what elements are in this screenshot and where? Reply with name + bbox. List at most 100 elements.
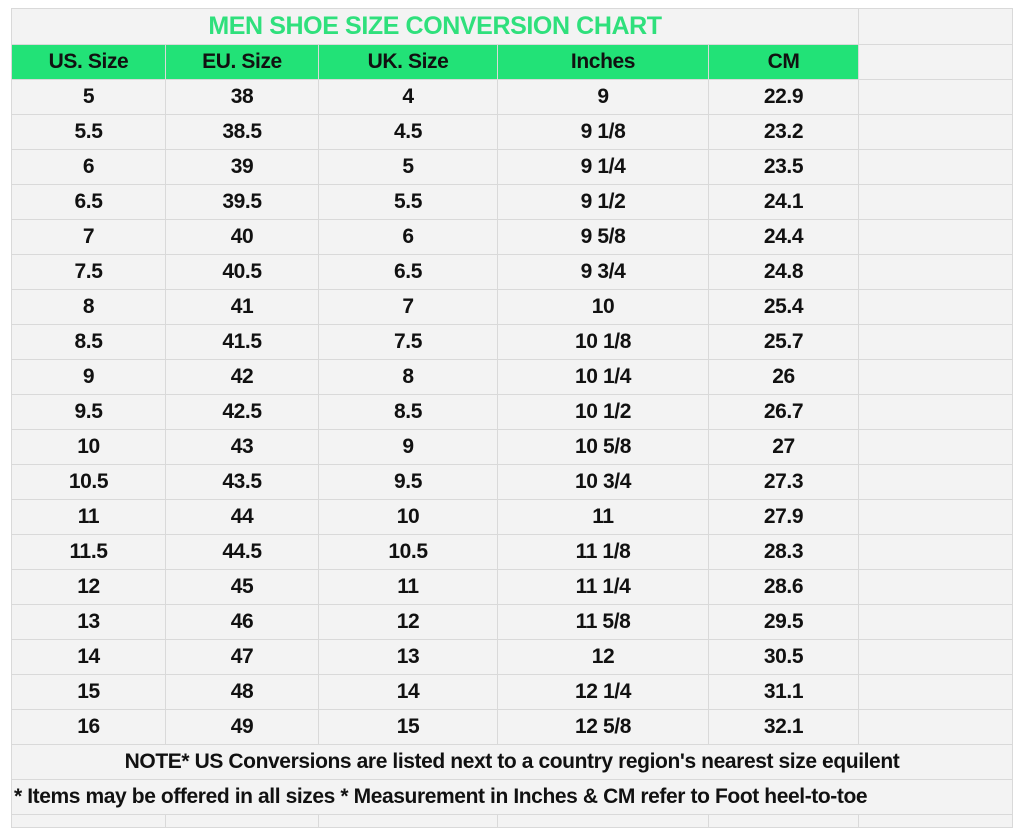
empty-cell[interactable] [858,254,1014,290]
cell-cm[interactable]: 23.5 [707,149,860,185]
cell-inches[interactable]: 10 5/8 [497,429,709,465]
empty-cell[interactable] [858,429,1014,465]
cell-eu-size[interactable]: 43.5 [165,464,319,500]
cell-eu-size[interactable]: 43 [165,429,319,465]
cell-inches[interactable]: 10 1/8 [497,324,709,360]
cell-cm[interactable]: 27 [707,429,860,465]
cell-us-size[interactable]: 8.5 [11,324,166,360]
cell-uk-size[interactable]: 10 [318,499,498,535]
cell-inches[interactable]: 10 [497,289,709,325]
empty-cell[interactable] [858,289,1014,325]
cell-uk-size[interactable]: 5 [318,149,498,185]
cell-uk-size[interactable]: 13 [318,639,498,675]
cell-eu-size[interactable]: 39 [165,149,319,185]
cell-inches[interactable]: 11 5/8 [497,604,709,640]
cell-uk-size[interactable]: 14 [318,674,498,710]
cell-us-size[interactable]: 11.5 [11,534,166,570]
cell-inches[interactable]: 9 1/4 [497,149,709,185]
cell-inches[interactable]: 9 5/8 [497,219,709,255]
empty-cell[interactable] [858,359,1014,395]
cell-inches[interactable]: 10 3/4 [497,464,709,500]
cell-uk-size[interactable]: 6 [318,219,498,255]
empty-cell[interactable] [858,534,1014,570]
cell-eu-size[interactable]: 40 [165,219,319,255]
cell-us-size[interactable]: 10 [11,429,166,465]
cell-cm[interactable]: 30.5 [707,639,860,675]
cell-uk-size[interactable]: 4 [318,79,498,115]
cell-eu-size[interactable]: 44.5 [165,534,319,570]
empty-cell[interactable] [858,8,1014,45]
cell-uk-size[interactable]: 15 [318,709,498,745]
cell-inches[interactable]: 12 1/4 [497,674,709,710]
cell-eu-size[interactable]: 44 [165,499,319,535]
cell-uk-size[interactable]: 12 [318,604,498,640]
cell-uk-size[interactable]: 6.5 [318,254,498,290]
empty-cell[interactable] [858,394,1014,430]
cell-uk-size[interactable]: 8 [318,359,498,395]
empty-cell[interactable] [707,814,860,828]
cell-us-size[interactable]: 15 [11,674,166,710]
empty-cell[interactable] [11,814,166,828]
empty-cell[interactable] [858,569,1014,605]
cell-us-size[interactable]: 14 [11,639,166,675]
cell-uk-size[interactable]: 5.5 [318,184,498,220]
cell-uk-size[interactable]: 4.5 [318,114,498,150]
cell-us-size[interactable]: 16 [11,709,166,745]
cell-cm[interactable]: 28.6 [707,569,860,605]
empty-cell[interactable] [858,149,1014,185]
cell-eu-size[interactable]: 42.5 [165,394,319,430]
cell-us-size[interactable]: 9.5 [11,394,166,430]
cell-us-size[interactable]: 5 [11,79,166,115]
cell-inches[interactable]: 9 [497,79,709,115]
cell-inches[interactable]: 12 [497,639,709,675]
cell-us-size[interactable]: 12 [11,569,166,605]
cell-inches[interactable]: 12 5/8 [497,709,709,745]
empty-cell[interactable] [858,79,1014,115]
cell-us-size[interactable]: 13 [11,604,166,640]
cell-cm[interactable]: 25.7 [707,324,860,360]
empty-cell[interactable] [858,639,1014,675]
cell-uk-size[interactable]: 7 [318,289,498,325]
cell-cm[interactable]: 25.4 [707,289,860,325]
cell-inches[interactable]: 9 1/8 [497,114,709,150]
cell-cm[interactable]: 28.3 [707,534,860,570]
cell-cm[interactable]: 22.9 [707,79,860,115]
cell-eu-size[interactable]: 41 [165,289,319,325]
cell-eu-size[interactable]: 48 [165,674,319,710]
cell-eu-size[interactable]: 41.5 [165,324,319,360]
cell-inches[interactable]: 9 3/4 [497,254,709,290]
cell-eu-size[interactable]: 40.5 [165,254,319,290]
empty-cell[interactable] [858,499,1014,535]
cell-cm[interactable]: 24.8 [707,254,860,290]
empty-cell[interactable] [858,324,1014,360]
cell-cm[interactable]: 26 [707,359,860,395]
empty-cell[interactable] [858,814,1014,828]
cell-eu-size[interactable]: 46 [165,604,319,640]
cell-eu-size[interactable]: 38.5 [165,114,319,150]
empty-cell[interactable] [858,114,1014,150]
cell-uk-size[interactable]: 9.5 [318,464,498,500]
empty-cell[interactable] [858,674,1014,710]
empty-cell[interactable] [165,814,319,828]
cell-us-size[interactable]: 5.5 [11,114,166,150]
cell-eu-size[interactable]: 47 [165,639,319,675]
cell-inches[interactable]: 9 1/2 [497,184,709,220]
cell-uk-size[interactable]: 11 [318,569,498,605]
cell-uk-size[interactable]: 7.5 [318,324,498,360]
cell-cm[interactable]: 24.4 [707,219,860,255]
cell-us-size[interactable]: 6 [11,149,166,185]
cell-inches[interactable]: 11 1/8 [497,534,709,570]
cell-eu-size[interactable]: 49 [165,709,319,745]
cell-inches[interactable]: 10 1/2 [497,394,709,430]
cell-us-size[interactable]: 11 [11,499,166,535]
empty-cell[interactable] [858,709,1014,745]
empty-cell[interactable] [858,604,1014,640]
cell-us-size[interactable]: 8 [11,289,166,325]
cell-us-size[interactable]: 7 [11,219,166,255]
cell-eu-size[interactable]: 38 [165,79,319,115]
cell-cm[interactable]: 26.7 [707,394,860,430]
empty-cell[interactable] [497,814,709,828]
cell-inches[interactable]: 10 1/4 [497,359,709,395]
cell-uk-size[interactable]: 9 [318,429,498,465]
cell-cm[interactable]: 27.9 [707,499,860,535]
